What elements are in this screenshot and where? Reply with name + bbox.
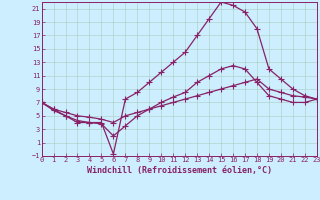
X-axis label: Windchill (Refroidissement éolien,°C): Windchill (Refroidissement éolien,°C) [87,166,272,175]
